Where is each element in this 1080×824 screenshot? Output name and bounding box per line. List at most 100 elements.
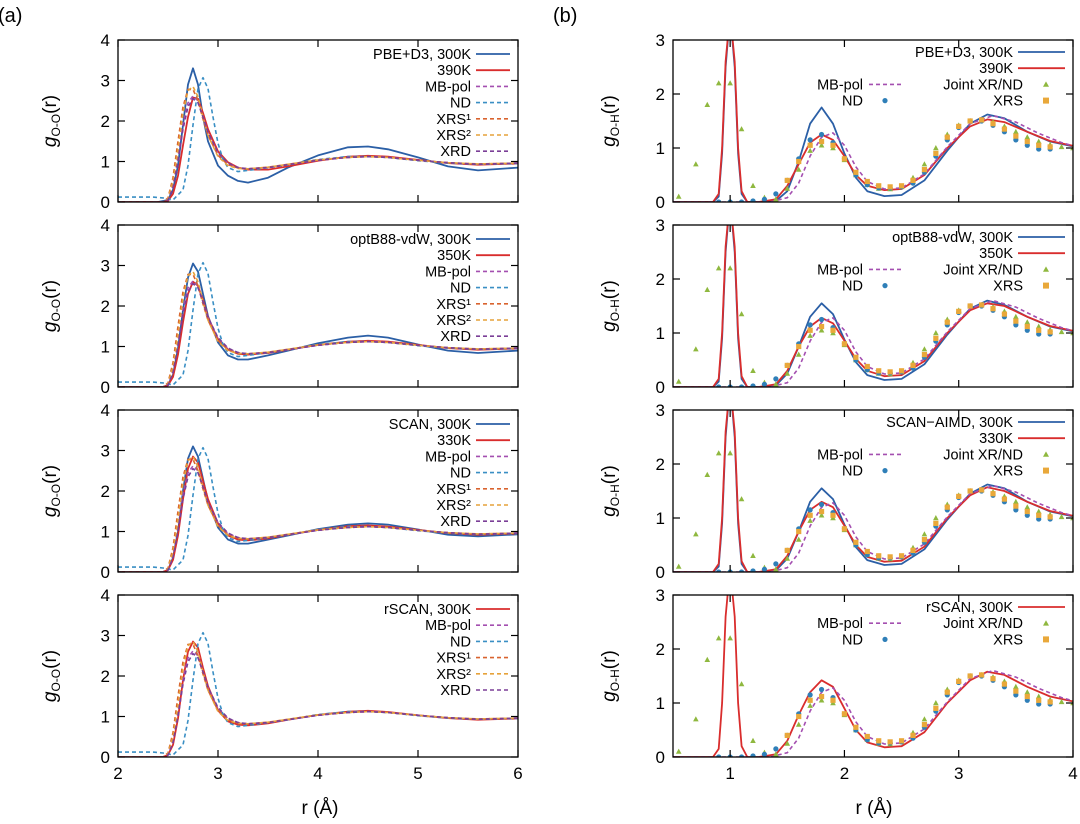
y-tick-label: 2 — [101, 297, 110, 316]
series-joint-xr-nd-point — [784, 555, 791, 561]
series-xrs-point — [807, 512, 813, 518]
series-xrs-point — [898, 738, 905, 744]
series-xrs-point — [1047, 329, 1053, 335]
series-joint-xr-nd-point — [727, 80, 733, 86]
series-xrs-point — [830, 512, 836, 518]
legend-label: Joint XR/ND — [943, 447, 1023, 463]
legend-label: XRS — [993, 279, 1023, 295]
series-joint-xr-nd-point — [738, 311, 745, 317]
series-joint-xr-nd-point — [1024, 689, 1031, 695]
series-joint-xr-nd-point — [818, 697, 825, 703]
panel-label-b: (b) — [553, 5, 577, 27]
series-xrs-point — [967, 673, 973, 679]
y-tick-label: 0 — [101, 748, 110, 767]
series-nd-point — [750, 753, 756, 757]
legend-swatch — [882, 468, 888, 474]
legend-label: SCAN−AIMD, 300K — [886, 415, 1013, 431]
series-xrs-point — [818, 508, 825, 515]
series-rscan-300k-line — [673, 595, 1073, 757]
x-tick-label: 6 — [513, 764, 522, 783]
series-xrs-point — [818, 323, 825, 330]
legend-label: 390K — [437, 63, 471, 79]
series-joint-xr-nd-point — [1013, 683, 1019, 689]
series-xrs-point — [978, 302, 985, 308]
series-xrs-point — [796, 713, 802, 720]
series-350k-line — [673, 225, 1073, 387]
series-nd-point — [818, 131, 825, 138]
legend-label: ND — [842, 632, 863, 648]
series-joint-xr-nd-point — [750, 552, 756, 558]
y-tick-label: 0 — [656, 193, 665, 212]
legend-label: XRD — [440, 144, 471, 160]
series-joint-xr-nd-point — [1070, 700, 1073, 706]
series-xrs-point — [876, 368, 882, 374]
series-xrs-point — [990, 676, 996, 682]
series-joint-xr-nd-point — [1024, 504, 1031, 510]
series-xrs-point — [944, 134, 950, 140]
legend-label: SCAN, 300K — [389, 417, 472, 433]
series-xrs-point — [830, 142, 836, 148]
series-joint-xr-nd-point — [1058, 513, 1065, 520]
series-xrs-point — [853, 724, 859, 730]
series-joint-xr-nd-point — [921, 346, 928, 352]
x-tick-label: 1 — [725, 764, 734, 783]
y-tick-label: 2 — [101, 112, 110, 131]
series-xrs-point — [978, 117, 985, 123]
legend-label: XRS² — [436, 313, 471, 329]
legend-label: XRS² — [436, 498, 471, 514]
series-xrd-line — [118, 467, 518, 572]
series-xrs-point — [887, 184, 893, 190]
y-axis-title: gO-H(r) — [599, 280, 622, 332]
x-axis-title-right: r (Å) — [856, 798, 893, 819]
y-tick-label: 2 — [101, 667, 110, 686]
x-tick-label: 3 — [954, 764, 963, 783]
series-xrs-point — [898, 183, 905, 189]
series-xrs-point — [898, 553, 905, 559]
y-tick-label: 0 — [101, 378, 110, 397]
legend-swatch — [1043, 451, 1049, 457]
y-tick-label: 3 — [656, 216, 665, 235]
x-tick-label: 4 — [1068, 764, 1077, 783]
series-joint-xr-nd-point — [675, 563, 682, 569]
y-axis-title: gO-O(r) — [40, 280, 63, 332]
legend-label: 330K — [437, 433, 471, 449]
series-joint-xr-nd-point — [784, 185, 791, 191]
legend-label: ND — [842, 464, 863, 480]
series-optb88-vdw-300k-line — [673, 225, 1073, 387]
series-xrs-point — [864, 363, 870, 370]
series-joint-xr-nd-point — [738, 126, 745, 132]
series-joint-xr-nd-point — [1013, 128, 1019, 134]
series-nd-point — [761, 566, 768, 572]
legend-swatch — [1043, 467, 1049, 474]
y-axis-title: gO-H(r) — [599, 95, 622, 147]
series-xrs-point — [1024, 323, 1030, 330]
series-xrs-point — [830, 697, 836, 703]
series-390k-line — [673, 40, 1073, 202]
series-xrs-point — [978, 487, 985, 493]
y-tick-label: 2 — [656, 455, 665, 474]
plot-frame — [672, 224, 1074, 388]
series-xrd-line — [118, 652, 518, 757]
y-tick-label: 3 — [656, 586, 665, 605]
series-xrs-point — [796, 158, 802, 165]
legend-swatch — [1043, 636, 1049, 643]
legend-swatch — [882, 636, 888, 643]
legend-label: ND — [842, 279, 863, 295]
legend-label: ND — [450, 281, 471, 297]
series-xrs-point — [796, 343, 802, 350]
series-xrs-point — [841, 341, 848, 347]
series-joint-xr-nd-point — [750, 182, 756, 188]
series-xrd-line — [118, 282, 518, 387]
series-joint-xr-nd-point — [704, 471, 711, 477]
legend-label: XRS¹ — [436, 482, 471, 498]
series-xrs-point — [830, 327, 836, 333]
plot-frame — [672, 39, 1074, 203]
y-tick-label: 4 — [101, 216, 110, 235]
legend-label: rSCAN, 300K — [926, 600, 1013, 616]
series-xrs-point — [956, 123, 962, 129]
legend-swatch — [1043, 266, 1049, 272]
y-tick-label: 2 — [101, 482, 110, 501]
series-pbe-d3-300k-line — [673, 40, 1073, 202]
plot-area — [118, 445, 518, 572]
